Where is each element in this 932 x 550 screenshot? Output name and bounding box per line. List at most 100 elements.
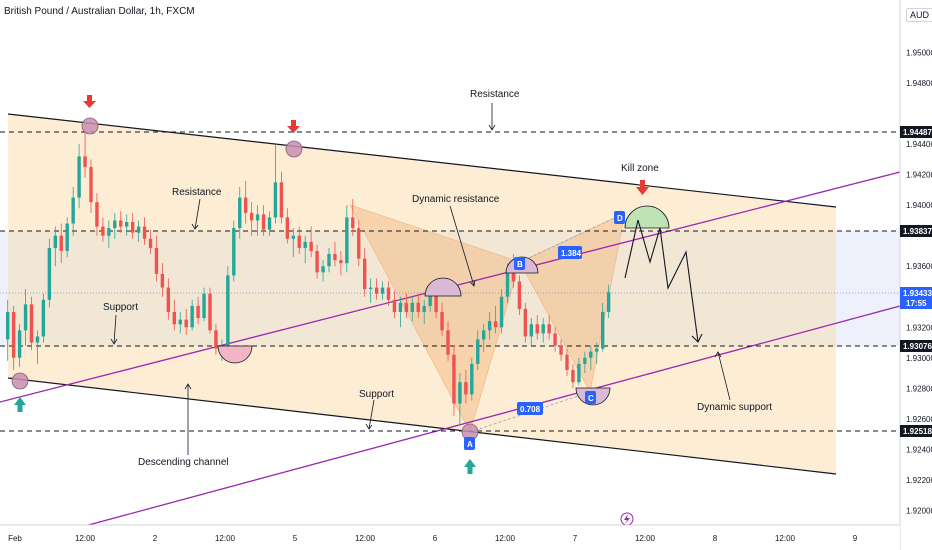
price-axis[interactable]	[900, 0, 932, 550]
candle-body	[23, 304, 28, 331]
level-label-box-4	[900, 425, 932, 437]
pointer-support-bottom	[368, 399, 375, 430]
level-label-3: 1.93076	[903, 342, 932, 351]
candle-body	[130, 222, 135, 233]
candle-body	[178, 319, 182, 325]
time-tick-label: 12:00	[635, 534, 656, 543]
last-price-countdown: 17:55	[906, 299, 927, 308]
candle-body	[606, 292, 611, 313]
candle-body	[583, 357, 587, 364]
candle-body	[315, 250, 319, 273]
time-tick-label: 5	[293, 534, 298, 543]
time-tick-label: 8	[713, 534, 718, 543]
candle-body	[35, 336, 40, 343]
candle-body	[89, 167, 93, 203]
low-circle-1	[11, 372, 29, 390]
green-up-arrow-icon	[464, 459, 476, 474]
price-tick-label: 1.92000	[906, 506, 932, 515]
candle-body	[65, 223, 69, 251]
candle-body	[17, 330, 22, 358]
level-label-2: 1.93837	[903, 227, 932, 236]
currency-badge[interactable]: AUD	[906, 8, 932, 22]
candle-body	[493, 321, 498, 328]
time-tick-label: 12:00	[75, 534, 96, 543]
fib-label-1: 1.384	[561, 249, 582, 258]
level-label-1: 1.94487	[903, 128, 932, 137]
candle-body	[232, 228, 236, 276]
candle-body	[47, 247, 52, 300]
level-label-box-2	[900, 225, 932, 237]
time-tick-label: 7	[573, 534, 578, 543]
candle-body	[41, 299, 46, 337]
candle-body	[154, 247, 159, 274]
candle-body	[339, 260, 343, 264]
candle-body	[404, 302, 409, 313]
high-circle-1	[81, 117, 99, 135]
candle-body	[392, 299, 397, 313]
candle-body	[380, 287, 385, 294]
candle-body	[196, 305, 200, 319]
last-price-label: 1.93433	[903, 289, 932, 298]
time-tick-label: 9	[853, 534, 858, 543]
candle-body	[273, 182, 278, 218]
candle-body	[297, 235, 301, 248]
candle-body	[357, 228, 361, 259]
harmonic-xab-triangle	[349, 204, 521, 433]
candle-body	[202, 293, 206, 319]
pointer-support-left	[113, 314, 117, 345]
candle-body	[571, 369, 575, 383]
harmonic-bd-line	[519, 212, 626, 263]
price-axis-ticks: 1.95000 1.94800 1.94400 1.94200 1.94000 1.936…	[906, 49, 932, 516]
candle-body	[261, 214, 266, 230]
time-axis[interactable]	[0, 525, 900, 550]
price-tick-label: 1.94800	[906, 79, 932, 88]
red-down-arrow-icon	[287, 120, 300, 133]
candle-body	[321, 266, 325, 273]
candle-body	[249, 212, 254, 221]
price-tick-label: 1.93200	[906, 323, 932, 332]
candle-body	[101, 226, 105, 236]
candle-body	[601, 312, 605, 349]
annotation-kill-zone: Kill zone	[621, 163, 659, 174]
candle-body	[172, 312, 176, 325]
lightning-icon[interactable]	[620, 512, 634, 526]
candle-body	[464, 382, 468, 395]
candle-body	[458, 382, 462, 404]
candle-body	[345, 217, 349, 264]
point-tag-b: B	[517, 260, 523, 269]
point-tag-b-box	[514, 257, 525, 270]
level-label-box-1	[900, 126, 932, 138]
time-tick-label: Feb	[8, 534, 22, 543]
point-tag-c-box	[585, 391, 596, 404]
candle-body	[476, 339, 480, 364]
price-tick-label: 1.92800	[906, 384, 932, 393]
candle-body	[529, 324, 533, 337]
fib-label-box-2	[517, 402, 543, 415]
candle-body	[595, 348, 599, 352]
red-down-arrow-icon	[83, 95, 96, 108]
annotation-dynamic-resistance: Dynamic resistance	[412, 194, 500, 205]
channel-upper-line	[7, 113, 837, 208]
candle-body	[487, 321, 492, 331]
candle-body	[541, 324, 545, 334]
time-tick-label: 12:00	[775, 534, 796, 543]
chart-title: British Pound / Australian Dollar, 1h, F…	[4, 6, 195, 17]
candle-body	[11, 312, 16, 358]
pointer-dynamic-support	[717, 351, 731, 401]
annotation-support-left: Support	[103, 302, 138, 313]
point-tag-d-box	[614, 211, 625, 224]
candle-body	[386, 287, 391, 300]
level-label-box-3	[900, 340, 932, 352]
harmonic-ac-line	[469, 391, 591, 433]
dynamic-support-line	[69, 305, 901, 531]
candle-body	[309, 241, 313, 251]
point-tag-d: D	[617, 214, 623, 223]
price-tick-label: 1.92200	[906, 476, 932, 485]
channel-lower-line	[7, 377, 837, 475]
price-tick-label: 1.95000	[906, 49, 932, 58]
candle-body	[71, 197, 75, 224]
candle-body	[517, 281, 522, 309]
candle-body	[505, 272, 510, 297]
candle-body	[53, 235, 57, 248]
